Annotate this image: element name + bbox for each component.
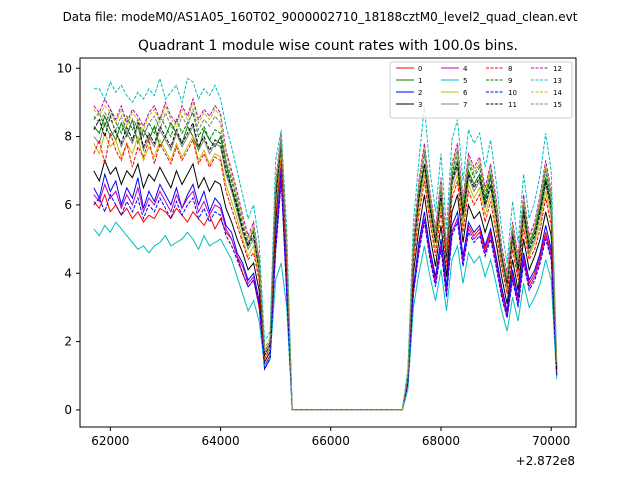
x-tick-label: 66000: [312, 434, 350, 448]
legend-label-10: 10: [508, 89, 517, 97]
legend-label-0: 0: [418, 65, 422, 73]
x-tick-label: 64000: [201, 434, 239, 448]
series-line-13: [93, 76, 558, 411]
legend-label-6: 6: [463, 89, 468, 97]
x-tick-label: 70000: [532, 434, 570, 448]
legend-box: [389, 61, 573, 119]
legend-label-2: 2: [418, 89, 422, 97]
x-tick-label: 62000: [91, 434, 129, 448]
legend-label-11: 11: [508, 101, 517, 109]
legend-label-3: 3: [418, 101, 422, 109]
y-tick-label: 0: [64, 403, 72, 417]
y-tick-label: 6: [64, 198, 72, 212]
y-tick-label: 4: [64, 266, 72, 280]
y-tick-label: 2: [64, 335, 72, 349]
legend-label-1: 1: [418, 77, 422, 85]
chart-title: Quadrant 1 module wise count rates with …: [138, 38, 518, 54]
y-tick-label: 10: [57, 61, 72, 75]
legend-label-4: 4: [463, 65, 468, 73]
x-tick-label: 68000: [422, 434, 460, 448]
legend-label-7: 7: [463, 101, 467, 109]
series-line-12: [93, 97, 558, 411]
series-line-15: [93, 107, 558, 411]
x-offset-label: +2.872e8: [516, 454, 575, 468]
figure-suptitle: Data file: modeM0/AS1A05_160T02_90000027…: [63, 10, 578, 24]
legend-label-8: 8: [508, 65, 512, 73]
series-line-11: [93, 114, 558, 411]
series-lines: [93, 76, 558, 411]
legend-label-5: 5: [463, 77, 467, 85]
legend-label-15: 15: [553, 101, 562, 109]
legend-label-13: 13: [553, 77, 562, 85]
y-tick-label: 8: [64, 130, 72, 144]
legend-label-9: 9: [508, 77, 512, 85]
plot-area-frame: [79, 57, 577, 428]
legend-label-14: 14: [553, 89, 562, 97]
legend-label-12: 12: [553, 65, 562, 73]
